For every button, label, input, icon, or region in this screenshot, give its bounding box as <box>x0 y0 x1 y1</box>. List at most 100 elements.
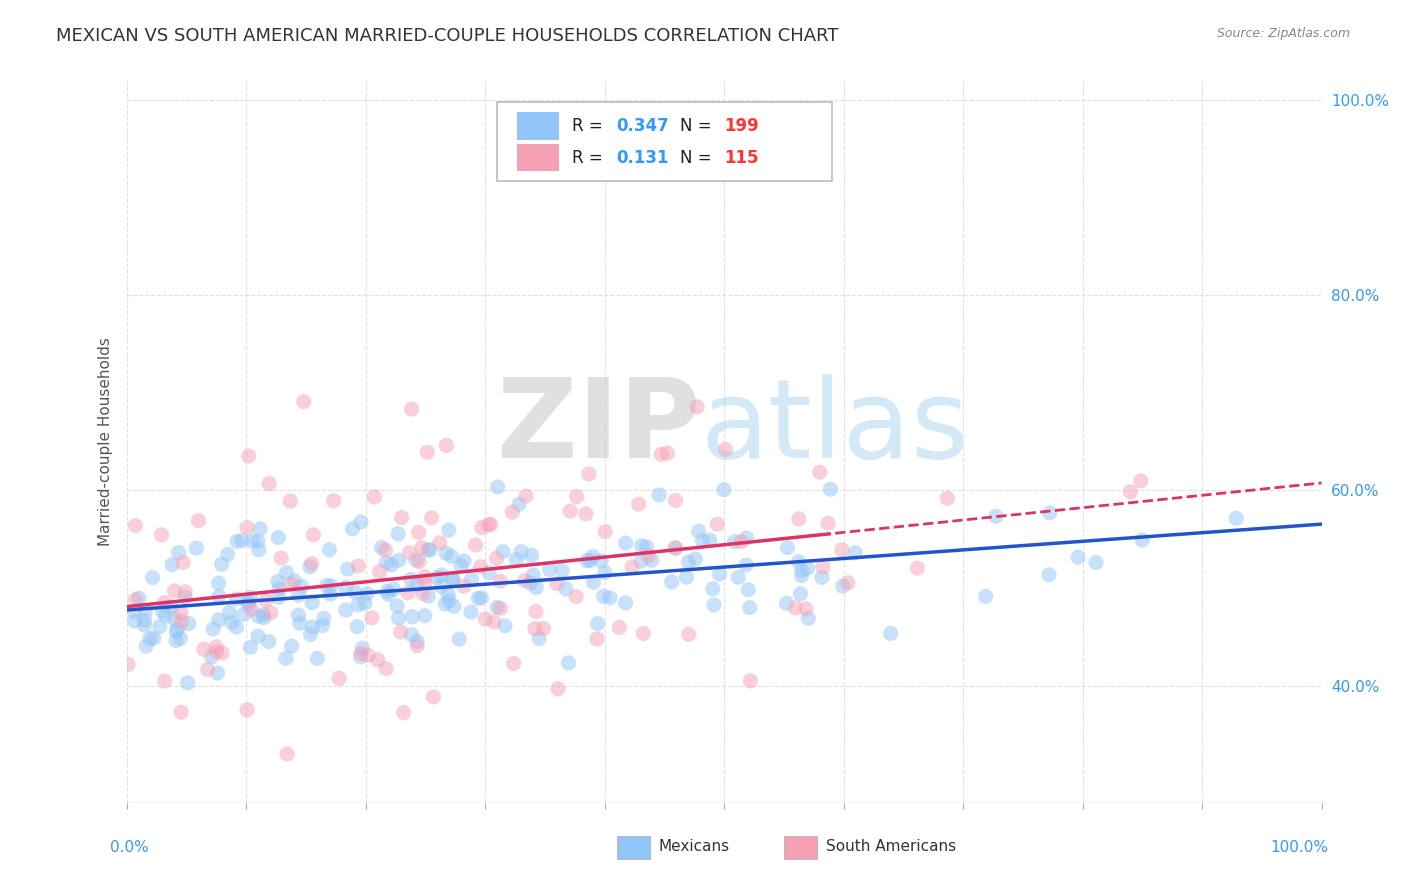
Point <box>231 533 253 548</box>
Point <box>586 632 609 646</box>
Point <box>699 533 721 547</box>
Point <box>382 582 405 597</box>
Point <box>416 543 439 558</box>
Point <box>134 604 156 618</box>
Point <box>218 606 240 620</box>
Point <box>205 640 228 654</box>
Point <box>252 607 274 622</box>
Point <box>193 642 215 657</box>
Point <box>554 582 576 596</box>
Point <box>664 493 686 508</box>
Point <box>692 533 714 548</box>
Point <box>880 626 903 640</box>
Point <box>905 561 928 575</box>
Point <box>633 626 655 640</box>
Point <box>471 520 494 534</box>
FancyBboxPatch shape <box>498 102 832 181</box>
Point <box>318 542 340 557</box>
Point <box>565 490 588 504</box>
Point <box>124 592 146 607</box>
Point <box>492 544 515 558</box>
Point <box>508 497 530 511</box>
Point <box>522 568 544 582</box>
Point <box>387 611 409 625</box>
Point <box>641 553 664 567</box>
Point <box>412 586 434 600</box>
Point <box>730 534 752 549</box>
Bar <box>785 836 817 859</box>
Point <box>486 480 509 494</box>
Point <box>515 489 537 503</box>
Point <box>267 574 290 589</box>
Point <box>811 560 834 574</box>
Point <box>370 541 392 555</box>
Point <box>322 493 344 508</box>
Text: R =: R = <box>572 117 609 135</box>
Point <box>353 596 375 610</box>
Point <box>167 545 190 559</box>
Point <box>299 627 322 641</box>
Point <box>349 649 371 664</box>
Point <box>418 589 440 603</box>
Point <box>648 488 671 502</box>
Point <box>385 599 408 613</box>
Point <box>688 524 710 539</box>
Point <box>620 559 643 574</box>
Point <box>197 663 219 677</box>
Bar <box>517 112 560 139</box>
Point <box>665 541 688 556</box>
Point <box>328 671 350 685</box>
Point <box>636 540 658 554</box>
Text: 199: 199 <box>724 117 759 135</box>
Point <box>347 598 370 612</box>
Point <box>211 646 233 660</box>
Text: MEXICAN VS SOUTH AMERICAN MARRIED-COUPLE HOUSEHOLDS CORRELATION CHART: MEXICAN VS SOUTH AMERICAN MARRIED-COUPLE… <box>56 27 839 45</box>
Point <box>211 558 233 572</box>
Point <box>789 587 811 601</box>
Point <box>1225 511 1247 525</box>
Point <box>247 629 270 643</box>
Point <box>831 579 853 593</box>
Point <box>135 639 157 653</box>
Point <box>249 522 271 536</box>
Point <box>413 575 436 590</box>
Point <box>478 566 501 580</box>
Point <box>776 541 799 555</box>
Point <box>489 574 512 589</box>
Point <box>467 591 489 606</box>
Point <box>163 612 186 626</box>
Point <box>513 574 536 588</box>
Point <box>307 651 329 665</box>
Point <box>344 585 367 599</box>
Point <box>396 586 419 600</box>
Bar <box>616 836 650 859</box>
Point <box>837 575 859 590</box>
Point <box>974 590 997 604</box>
Point <box>232 607 254 622</box>
Point <box>380 558 402 572</box>
Point <box>430 568 453 582</box>
Point <box>226 534 249 549</box>
Point <box>406 578 429 592</box>
Point <box>270 551 292 566</box>
Point <box>453 579 475 593</box>
Point <box>479 517 502 532</box>
Point <box>419 542 441 557</box>
Point <box>287 608 309 623</box>
Point <box>637 549 659 563</box>
Point <box>440 549 463 564</box>
Point <box>614 536 637 550</box>
Point <box>685 552 707 566</box>
Point <box>713 483 735 497</box>
Point <box>575 507 598 521</box>
Point <box>657 446 679 460</box>
Point <box>239 591 262 605</box>
Point <box>723 534 745 549</box>
Point <box>586 616 609 631</box>
Point <box>1039 506 1062 520</box>
Point <box>225 592 247 607</box>
Point <box>630 539 652 553</box>
Point <box>709 567 731 582</box>
Point <box>581 549 603 564</box>
Point <box>398 546 420 560</box>
